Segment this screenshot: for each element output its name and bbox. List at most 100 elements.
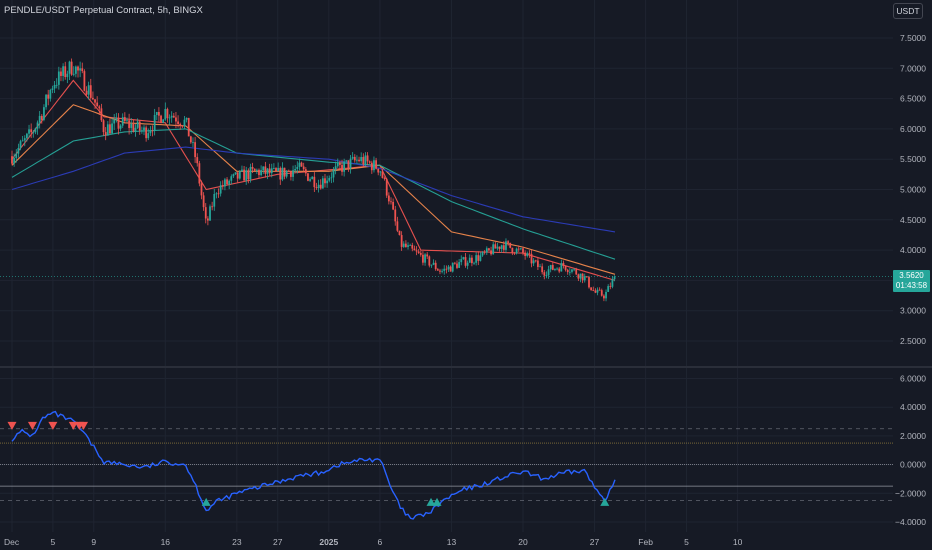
candle-body [611, 279, 614, 287]
candle-body [603, 295, 605, 299]
candle-body [251, 166, 254, 169]
candle-body [74, 66, 77, 74]
candle-body [558, 268, 561, 272]
price-tick-label: 2.5000 [900, 336, 926, 346]
candle-body [147, 133, 150, 139]
candle-body [554, 268, 556, 270]
candle-body [375, 160, 377, 169]
candle-body [577, 274, 580, 279]
candle-body [294, 169, 297, 171]
candle-body [117, 117, 120, 129]
candle-body [32, 132, 35, 133]
candle-body [77, 66, 79, 71]
candle-body [155, 112, 158, 115]
candle-body [89, 85, 92, 98]
candle-body [336, 162, 339, 167]
oscillator-axis[interactable]: 6.0000 4.0000 2.0000 0.0000 −2.0000 −4.0000 [895, 374, 926, 528]
candle-body [588, 277, 590, 288]
candle-body [45, 94, 47, 108]
oscillator-reference-lines [0, 428, 893, 501]
candle-body [53, 84, 56, 89]
candle-body [234, 172, 237, 175]
candle-body [585, 276, 588, 278]
candle-body [362, 156, 365, 165]
candle-body [279, 167, 282, 180]
candle-body [98, 106, 101, 109]
buy-signal-marker [600, 497, 610, 506]
candle-body [509, 242, 512, 248]
candle-body [517, 248, 520, 250]
candle-body [473, 262, 475, 264]
currency-button[interactable]: USDT [893, 3, 923, 19]
time-tick-label: 16 [161, 537, 171, 547]
candle-body [453, 262, 456, 264]
candle-body [198, 163, 201, 184]
candle-body [62, 66, 64, 76]
candle-body [326, 180, 329, 184]
candle-body [385, 178, 388, 196]
candle-body [264, 166, 267, 174]
candle-body [158, 112, 160, 116]
candle-body [341, 164, 343, 172]
buy-signal-marker [201, 497, 211, 506]
candle-body [28, 129, 30, 134]
candle-body [149, 130, 152, 134]
candle-body [447, 266, 450, 270]
candle-body [19, 141, 22, 148]
candle-body [400, 235, 403, 247]
time-axis[interactable]: Dec 5 9 16 23 27 2025 6 13 20 27 Feb 5 10 [4, 537, 743, 547]
candle-body [100, 108, 103, 121]
candle-body [68, 61, 71, 74]
candle-body [379, 171, 382, 173]
price-tick-label: 6.0000 [900, 124, 926, 134]
candle-body [360, 156, 363, 162]
candle-body [607, 286, 610, 292]
candle-body [324, 178, 326, 184]
candle-body [579, 273, 582, 279]
candle-body [224, 179, 226, 187]
time-tick-label: Dec [4, 537, 20, 547]
candle-body [296, 166, 299, 170]
candle-body [415, 250, 418, 252]
candle-body [132, 123, 135, 132]
oscillator-tick-label: −4.0000 [895, 517, 926, 527]
candle-body [230, 176, 233, 181]
candle-body [492, 244, 495, 255]
candle-body [292, 170, 294, 177]
sell-signal-marker [79, 421, 89, 430]
candle-body [185, 117, 188, 120]
candle-body [260, 170, 263, 176]
candle-body [60, 71, 62, 76]
candle-body [219, 185, 222, 194]
candle-body [528, 253, 531, 255]
candle-body [270, 168, 273, 174]
candle-body [392, 201, 395, 210]
candle-body [505, 241, 507, 250]
candle-body [592, 290, 595, 291]
candle-body [162, 119, 165, 123]
moving-average-line [11, 128, 616, 260]
candle-body [196, 157, 199, 164]
price-axis[interactable]: 7.5000 7.0000 6.5000 6.0000 5.5000 5.0000 4.50… [900, 33, 926, 346]
moving-average-lines [11, 79, 616, 281]
candle-body [311, 176, 314, 180]
time-tick-label: 2025 [319, 537, 338, 547]
candle-body [36, 122, 39, 129]
candle-body [115, 117, 118, 120]
candle-body [200, 183, 203, 196]
candle-body [111, 123, 113, 134]
candle-body [334, 166, 337, 170]
candle-body [396, 221, 399, 231]
candle-body [351, 156, 354, 159]
candle-body [321, 178, 324, 189]
candle-body [272, 168, 275, 169]
candle-body [507, 241, 509, 243]
candle-body [432, 262, 435, 265]
candle-body [113, 119, 116, 124]
candle-body [353, 156, 356, 161]
candle-body [409, 245, 412, 246]
candle-body [430, 264, 433, 266]
candle-body [83, 71, 86, 91]
signal-markers [7, 421, 610, 506]
